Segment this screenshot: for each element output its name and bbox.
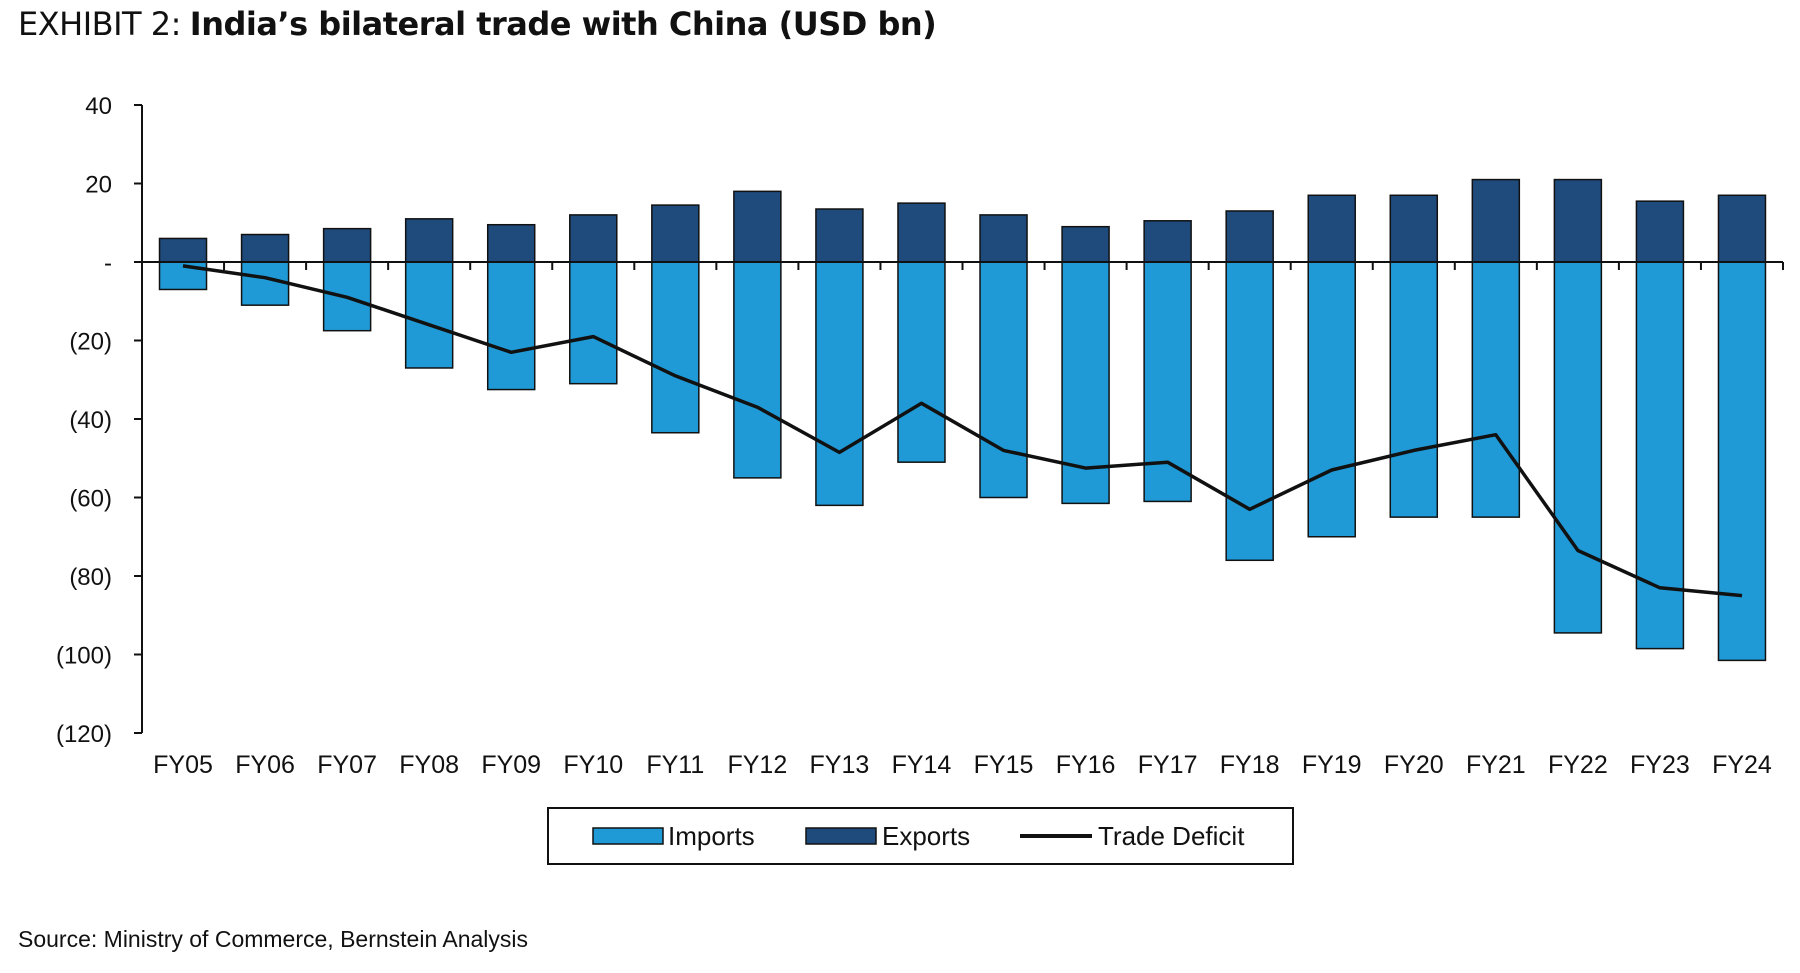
- x-tick-label: FY16: [1056, 751, 1116, 779]
- exports-bar: [404, 218, 454, 263]
- x-tick-label: FY24: [1712, 751, 1772, 779]
- imports-bar: [1717, 261, 1767, 662]
- x-tick-label: FY15: [974, 751, 1034, 779]
- x-tick-label: FY23: [1630, 751, 1690, 779]
- exports-bar: [158, 237, 208, 263]
- exports-bar: [486, 223, 536, 263]
- exhibit-label: EXHIBIT 2:: [18, 5, 181, 43]
- exports-bar: [1307, 194, 1356, 263]
- exports-bar: [1143, 220, 1192, 263]
- exports-bar: [1225, 210, 1274, 263]
- imports-bar: [897, 261, 946, 463]
- exports-bar: [815, 208, 864, 263]
- legend-box: [547, 807, 1294, 865]
- imports-bar: [1471, 261, 1521, 518]
- exports-bar: [897, 202, 946, 263]
- legend-exports-label: Exports: [882, 821, 970, 851]
- x-tick-label: FY12: [727, 751, 787, 779]
- exports-bar: [1553, 178, 1603, 263]
- x-tick-label: FY22: [1548, 751, 1608, 779]
- x-tick-label: FY09: [481, 751, 541, 779]
- x-tick-label: FY08: [399, 751, 459, 779]
- exports-bar: [1389, 194, 1439, 263]
- exports-bar: [733, 190, 782, 263]
- x-tick-label: FY21: [1466, 751, 1526, 779]
- x-tick-label: FY06: [235, 751, 295, 779]
- imports-bar: [569, 261, 618, 385]
- x-tick-label: FY14: [892, 751, 952, 779]
- imports-bar: [1225, 261, 1274, 562]
- y-tick-label: (60): [69, 486, 112, 513]
- y-tick-label: (120): [56, 721, 112, 748]
- y-tick-label: 40: [85, 93, 112, 120]
- x-tick-label: FY18: [1220, 751, 1280, 779]
- chart-title-text: India’s bilateral trade with China (USD …: [189, 5, 937, 43]
- chart-title: EXHIBIT 2: India’s bilateral trade with …: [18, 4, 937, 44]
- imports-bar: [1389, 261, 1439, 518]
- imports-bar: [979, 261, 1028, 499]
- exports-bar: [651, 204, 700, 263]
- exports-bar: [240, 233, 290, 263]
- imports-bar: [1143, 261, 1192, 503]
- y-tick-label: (20): [69, 329, 112, 356]
- trade-deficit-line: [182, 264, 1743, 598]
- x-tick-label: FY17: [1138, 751, 1198, 779]
- y-tick-label: 20: [85, 172, 112, 199]
- imports-bar: [1307, 261, 1356, 538]
- exports-bar: [1717, 194, 1767, 263]
- y-tick-label: (100): [56, 643, 112, 670]
- x-tick-label: FY11: [646, 751, 704, 779]
- x-tick-label: FY07: [317, 751, 377, 779]
- legend-exports-swatch: [805, 827, 877, 845]
- legend-imports-label: Imports: [668, 821, 755, 851]
- exports-bar: [1635, 200, 1685, 263]
- exports-bar: [322, 227, 372, 263]
- y-tick-label: (80): [69, 564, 112, 591]
- x-tick-label: FY13: [810, 751, 870, 779]
- y-tick-label: -: [104, 250, 112, 277]
- imports-bar: [404, 261, 454, 369]
- imports-bar: [240, 261, 290, 306]
- imports-bar: [815, 261, 864, 507]
- x-tick-label: FY10: [563, 751, 623, 779]
- x-tick-label: FY20: [1384, 751, 1444, 779]
- y-tick-label: (40): [69, 407, 112, 434]
- imports-bar: [486, 261, 536, 391]
- exports-bar: [569, 214, 618, 263]
- imports-bar: [1635, 261, 1685, 650]
- exports-bar: [979, 214, 1028, 263]
- exports-bar: [1471, 178, 1521, 263]
- x-tick-label: FY19: [1302, 751, 1362, 779]
- x-tick-label: FY05: [153, 751, 213, 779]
- imports-bar: [651, 261, 700, 434]
- legend-imports-swatch: [592, 827, 664, 845]
- exports-bar: [1061, 225, 1110, 263]
- source-note: Source: Ministry of Commerce, Bernstein …: [18, 926, 529, 952]
- imports-bar: [733, 261, 782, 479]
- imports-bar: [1553, 261, 1603, 634]
- legend-trade-deficit-label: Trade Deficit: [1098, 821, 1245, 851]
